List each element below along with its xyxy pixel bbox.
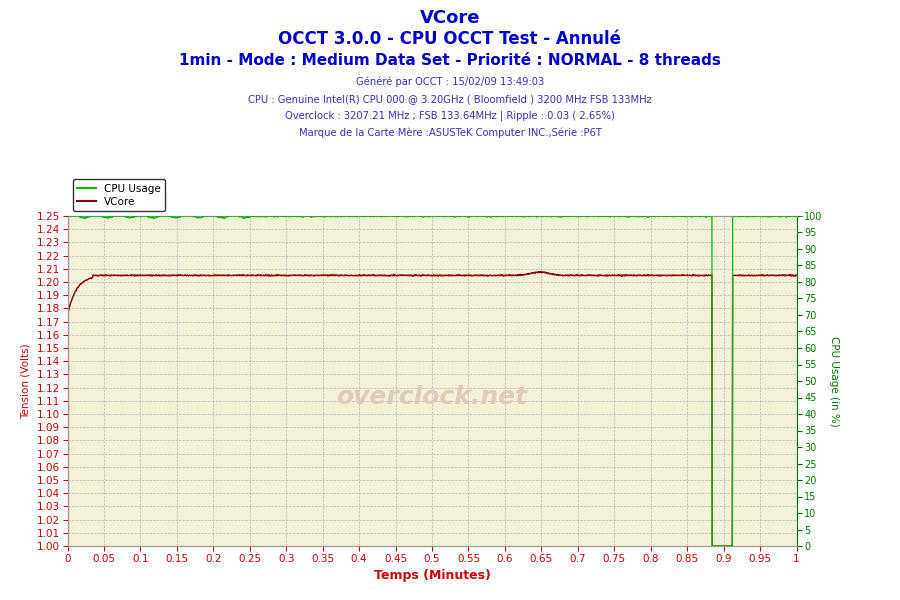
Text: Généré par OCCT : 15/02/09 13:49:03: Généré par OCCT : 15/02/09 13:49:03 (356, 77, 544, 87)
X-axis label: Temps (Minutes): Temps (Minutes) (374, 569, 491, 582)
Text: Overclock : 3207.21 MHz ; FSB 133.64MHz | Ripple : 0.03 ( 2.65%): Overclock : 3207.21 MHz ; FSB 133.64MHz … (285, 110, 615, 121)
Text: 1min - Mode : Medium Data Set - Priorité : NORMAL - 8 threads: 1min - Mode : Medium Data Set - Priorité… (179, 53, 721, 68)
Legend: CPU Usage, VCore: CPU Usage, VCore (73, 179, 165, 211)
Y-axis label: CPU Usage (in %): CPU Usage (in %) (829, 335, 839, 427)
Text: Marque de la Carte Mère :ASUSTeK Computer INC.,Série :P6T: Marque de la Carte Mère :ASUSTeK Compute… (299, 127, 601, 138)
Text: CPU : Genuine Intel(R) CPU 000 @ 3.20GHz ( Bloomfield ) 3200 MHz FSB 133MHz: CPU : Genuine Intel(R) CPU 000 @ 3.20GHz… (248, 94, 652, 104)
Y-axis label: Tension (Volts): Tension (Volts) (21, 343, 32, 419)
Text: VCore: VCore (419, 9, 481, 27)
Text: OCCT 3.0.0 - CPU OCCT Test - Annulé: OCCT 3.0.0 - CPU OCCT Test - Annulé (278, 30, 622, 48)
Text: overclock.net: overclock.net (337, 385, 527, 409)
